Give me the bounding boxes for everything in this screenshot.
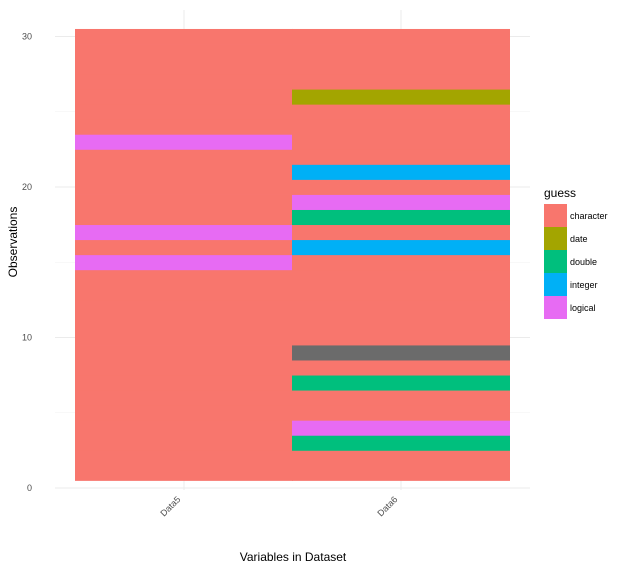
heatmap-tile [292,329,510,346]
heatmap-tile [75,375,293,391]
y-axis-ticks: 0 10 20 30 [22,32,32,494]
heatmap-tile [75,74,293,90]
legend-swatch [544,227,567,250]
heatmap-tile [75,299,293,316]
legend-swatch [544,273,567,296]
heatmap-tile [292,450,510,466]
heatmap-tile [75,390,293,406]
heatmap-tile [75,345,293,361]
heatmap-tile [75,44,293,60]
heatmap-tile [75,435,293,451]
heatmap-tile [75,104,293,120]
heatmap-tile [292,420,510,436]
heatmap-tile [292,465,510,481]
heatmap-tile [75,149,293,165]
heatmap-tile [75,405,293,421]
legend: guess character date double integer logical [544,186,608,319]
y-tick-label: 30 [22,32,32,42]
legend-swatch [544,204,567,227]
heatmap-tile [75,239,293,256]
heatmap-tile [292,194,510,210]
heatmap-tile [75,450,293,466]
y-axis-title: Observations [6,207,20,278]
heatmap-tile [292,269,510,286]
heatmap-tile [75,314,293,331]
heatmap-tile [292,360,510,376]
y-tick-label: 0 [27,483,32,493]
legend-label: logical [570,303,596,313]
x-tick-label: Data5 [158,494,182,518]
heatmap-tile [292,89,510,105]
heatmap-tile [292,74,510,90]
legend-title: guess [544,186,576,200]
heatmap-tile [292,390,510,406]
heatmap-tile [292,28,510,45]
heatmap-tile [292,239,510,256]
heatmap-tile [292,44,510,60]
heatmap-tile [292,284,510,301]
heatmap-tile [292,209,510,226]
heatmap-tile [292,435,510,451]
heatmap-tile [75,89,293,105]
heatmap-tile [75,360,293,376]
heatmap-tile [292,134,510,150]
heatmap-tile [75,119,293,135]
x-axis-title: Variables in Dataset [240,550,347,564]
heatmap-tile [75,134,293,150]
y-tick-label: 10 [22,333,32,343]
heatmap-tile [292,119,510,135]
heatmap-tile [75,28,293,45]
heatmap-tile [75,164,293,180]
heatmap-tile [292,149,510,165]
legend-swatch [544,296,567,319]
legend-label: date [570,234,588,244]
legend-label: character [570,211,608,221]
heatmap-tile [75,209,293,226]
heatmap-tile [75,179,293,195]
x-tick-label: Data6 [375,494,399,518]
heatmap-tile [75,224,293,241]
heatmap-tile [292,314,510,331]
heatmap-tile [75,465,293,481]
heatmap-tile [292,375,510,391]
legend-swatch [544,250,567,273]
heatmap-tile [75,254,293,271]
heatmap-tile [292,104,510,120]
heatmap-tile [292,345,510,361]
heatmap-tile [292,164,510,180]
y-tick-label: 20 [22,182,32,192]
heatmap-tile [292,59,510,75]
heatmap-tile [75,194,293,210]
heatmap-tile [75,420,293,436]
heatmap-tile [75,269,293,286]
heatmap-tile [292,254,510,271]
heatmap-tile [292,179,510,195]
heatmap-tiles [75,28,510,481]
heatmap-tile [292,224,510,241]
heatmap-tile [75,59,293,75]
heatmap-tile [292,405,510,421]
legend-label: integer [570,280,598,290]
heatmap-tile [292,299,510,316]
x-axis-ticks: Data5 Data6 [158,494,399,518]
heatmap-tile [75,329,293,346]
heatmap-tile [75,284,293,301]
legend-label: double [570,257,597,267]
